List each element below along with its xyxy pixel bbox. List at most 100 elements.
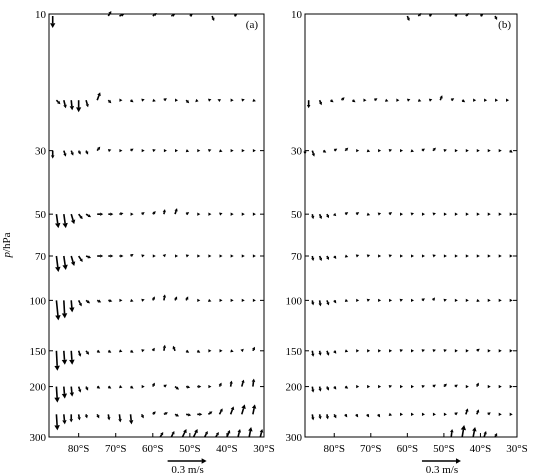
wind-vector	[211, 15, 215, 21]
wind-vector	[322, 149, 327, 153]
wind-vector	[388, 412, 393, 416]
wind-vector	[454, 254, 458, 258]
wind-vector	[203, 431, 208, 438]
wind-vector	[96, 349, 101, 353]
y-tick-label: 150	[286, 346, 303, 358]
wind-vector	[326, 300, 330, 306]
wind-vector	[443, 149, 447, 153]
wind-vector	[465, 384, 469, 389]
wind-vector	[61, 350, 68, 365]
wind-vector	[130, 385, 134, 389]
wind-vector	[230, 148, 234, 153]
wind-vector	[325, 414, 329, 420]
y-axis-label: p/hPa	[1, 232, 13, 258]
wind-vector	[219, 298, 223, 303]
wind-vector	[197, 212, 201, 216]
wind-vector	[62, 214, 68, 229]
wind-vector	[208, 212, 212, 216]
wind-vector	[344, 385, 349, 389]
y-tick-label: 200	[286, 382, 303, 394]
wind-vector	[454, 384, 458, 388]
wind-vector	[252, 148, 256, 153]
wind-vector	[454, 412, 458, 416]
wind-vector	[494, 433, 498, 438]
wind-vector	[85, 150, 89, 155]
wind-vector	[230, 298, 234, 303]
x-tick-label: 40°S	[470, 443, 492, 455]
wind-vector	[495, 98, 499, 102]
wind-vector	[344, 349, 349, 353]
wind-vector	[185, 296, 189, 301]
wind-vector	[85, 350, 90, 355]
wind-vector	[197, 384, 202, 389]
wind-vector	[443, 412, 447, 416]
wind-vector	[476, 254, 480, 258]
x-tick-label: 50°S	[433, 443, 455, 455]
wind-vector	[460, 425, 467, 438]
wind-vector	[388, 149, 393, 153]
wind-vector	[432, 254, 436, 258]
wind-vector	[185, 349, 190, 353]
wind-vector	[443, 383, 447, 388]
wind-vector	[152, 149, 156, 153]
wind-vector	[509, 254, 513, 258]
wind-vector	[218, 408, 223, 415]
wind-vector	[311, 414, 315, 421]
x-tick-label: 40°S	[216, 443, 238, 455]
wind-vector	[498, 412, 502, 416]
wind-vector	[400, 212, 404, 216]
wind-vector	[174, 413, 180, 417]
wind-vector	[50, 16, 56, 28]
wind-vector	[450, 429, 454, 438]
reference-vector	[167, 458, 207, 464]
wind-vector	[410, 149, 414, 153]
wind-vector	[196, 349, 201, 353]
wind-vector	[410, 212, 414, 216]
reference-vector	[421, 458, 461, 464]
wind-vector	[54, 350, 60, 371]
x-tick-label: 80°S	[323, 443, 345, 455]
wind-vector	[185, 254, 190, 258]
wind-vector	[141, 298, 145, 302]
wind-vector	[141, 148, 145, 153]
wind-vector	[330, 99, 334, 103]
wind-vector	[230, 254, 234, 258]
wind-vector	[97, 254, 104, 258]
wind-vector	[472, 427, 477, 438]
wind-vector	[69, 100, 75, 111]
wind-vector	[170, 13, 176, 17]
wind-vector	[487, 212, 491, 216]
wind-vector	[85, 213, 92, 218]
x-tick-label: 60°S	[142, 443, 164, 455]
wind-vector	[141, 384, 145, 389]
wind-vector	[63, 100, 67, 109]
y-tick-label: 70	[35, 251, 47, 263]
wind-vector	[399, 349, 404, 353]
wind-vector	[151, 296, 155, 301]
wind-vector	[140, 413, 144, 419]
wind-vector	[170, 431, 175, 438]
wind-vector	[54, 214, 61, 229]
wind-vector	[355, 413, 359, 418]
wind-vector	[356, 384, 360, 389]
wind-vector	[399, 298, 404, 302]
wind-vector	[428, 14, 433, 18]
wind-vector	[443, 254, 447, 258]
wind-vector	[96, 385, 101, 389]
wind-vector	[119, 349, 123, 353]
wind-vector	[509, 298, 513, 303]
wind-vector	[326, 213, 330, 219]
wind-vector	[259, 429, 264, 438]
wind-vector	[107, 149, 112, 153]
wind-vector	[77, 150, 81, 155]
wind-vector	[465, 148, 469, 153]
wind-vector	[389, 349, 393, 353]
wind-vector	[230, 349, 234, 353]
wind-vector	[417, 98, 422, 102]
wind-vector	[366, 298, 371, 302]
wind-vector	[163, 412, 168, 416]
wind-vector	[141, 212, 145, 216]
wind-vector	[69, 300, 75, 313]
wind-vector	[333, 386, 337, 390]
wind-vector	[233, 14, 238, 18]
